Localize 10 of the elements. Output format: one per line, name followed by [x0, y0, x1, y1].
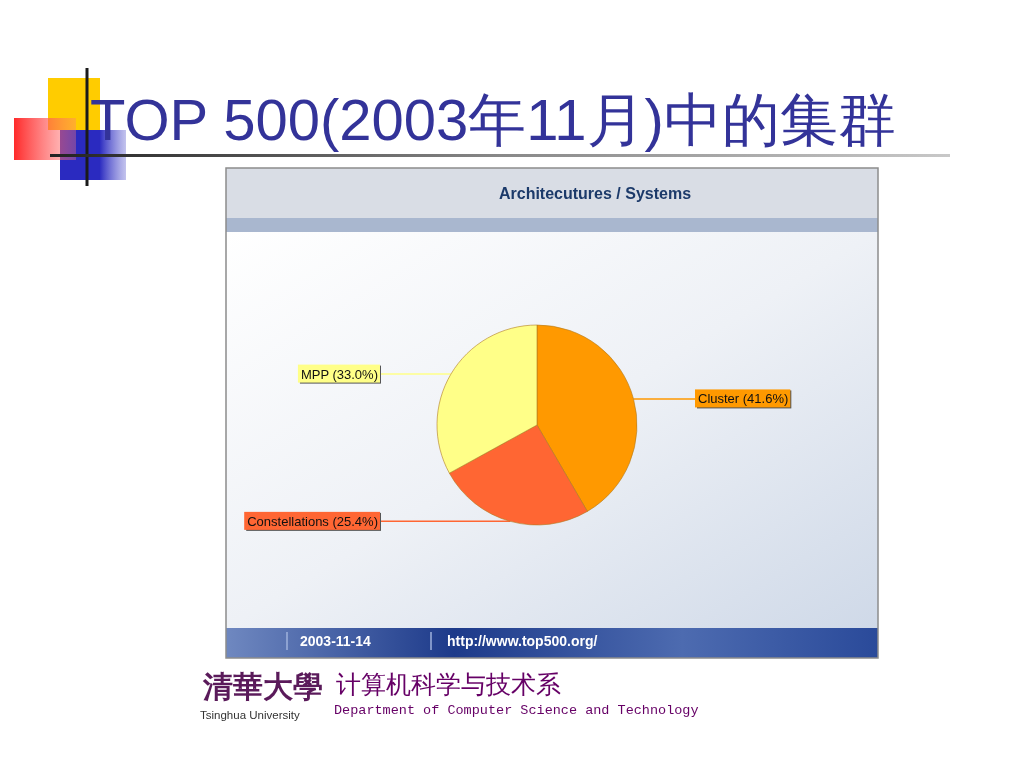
- text: http://www.top500.org/: [447, 633, 598, 649]
- text: Tsinghua University: [200, 709, 300, 721]
- text: 清華大學: [202, 670, 323, 703]
- text: 计算机科学与技术系: [336, 671, 561, 698]
- slice-label: Cluster (41.6%): [698, 391, 789, 407]
- chart-subtitle: Architecutures / Systems: [498, 185, 692, 202]
- text: 2003-11-14: [300, 633, 372, 649]
- slice-label: Constellations (25.4%): [247, 513, 378, 529]
- slice-label: MPP (33.0%): [300, 366, 378, 382]
- text: Department of Computer Science and Technology: [334, 703, 699, 718]
